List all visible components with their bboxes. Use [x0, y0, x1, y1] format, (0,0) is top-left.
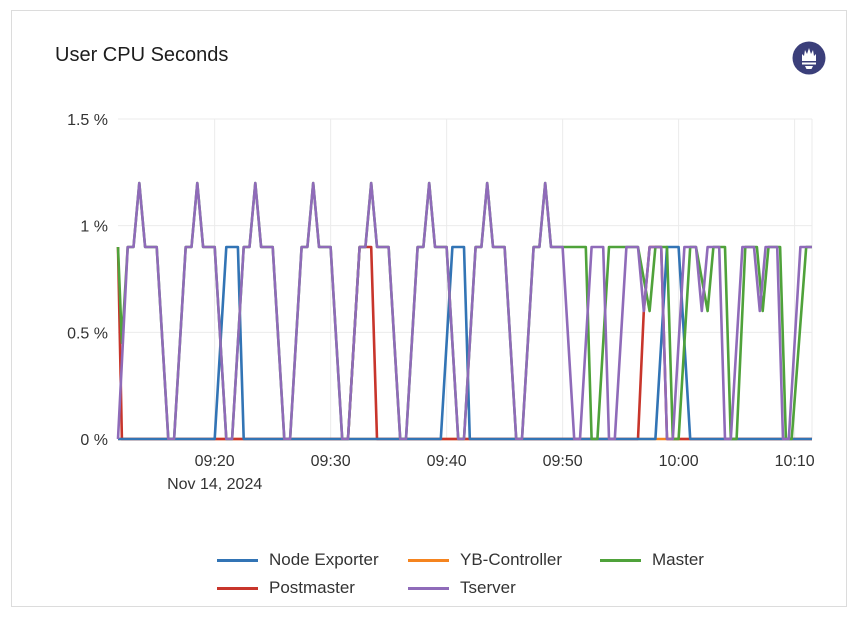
x-date-label: Nov 14, 2024 [167, 476, 262, 493]
legend-item-node-exporter[interactable]: Node Exporter [217, 550, 379, 570]
legend-label: Master [652, 550, 704, 569]
x-tick-label: 09:40 [427, 453, 467, 470]
x-tick-label: 09:50 [543, 453, 583, 470]
legend-swatch [408, 558, 449, 562]
x-tick-label: 10:00 [659, 453, 699, 470]
y-tick-label: 1 % [80, 219, 108, 236]
legend-swatch [600, 558, 641, 562]
x-tick-label: 10:10 [775, 453, 815, 470]
legend-label: Tserver [460, 578, 516, 597]
x-tick-label: 09:20 [195, 453, 235, 470]
legend-item-postmaster[interactable]: Postmaster [217, 578, 355, 598]
legend-label: Postmaster [269, 578, 355, 597]
x-tick-label: 09:30 [311, 453, 351, 470]
prometheus-icon [792, 41, 826, 75]
series-line-tserver [116, 181, 812, 441]
legend-label: Node Exporter [269, 550, 379, 569]
legend-swatch [408, 586, 449, 590]
panel-title: User CPU Seconds [55, 44, 229, 66]
legend-item-yb-controller[interactable]: YB-Controller [408, 550, 562, 570]
legend-swatch [217, 586, 258, 590]
legend-swatch [217, 558, 258, 562]
legend-item-master[interactable]: Master [600, 550, 704, 570]
y-tick-label: 0.5 % [67, 325, 108, 342]
series-line-node-exporter [118, 245, 812, 441]
y-tick-label: 1.5 % [67, 112, 108, 129]
legend-label: YB-Controller [460, 550, 563, 569]
legend-item-tserver[interactable]: Tserver [408, 578, 516, 598]
y-tick-label: 0 % [80, 432, 108, 449]
